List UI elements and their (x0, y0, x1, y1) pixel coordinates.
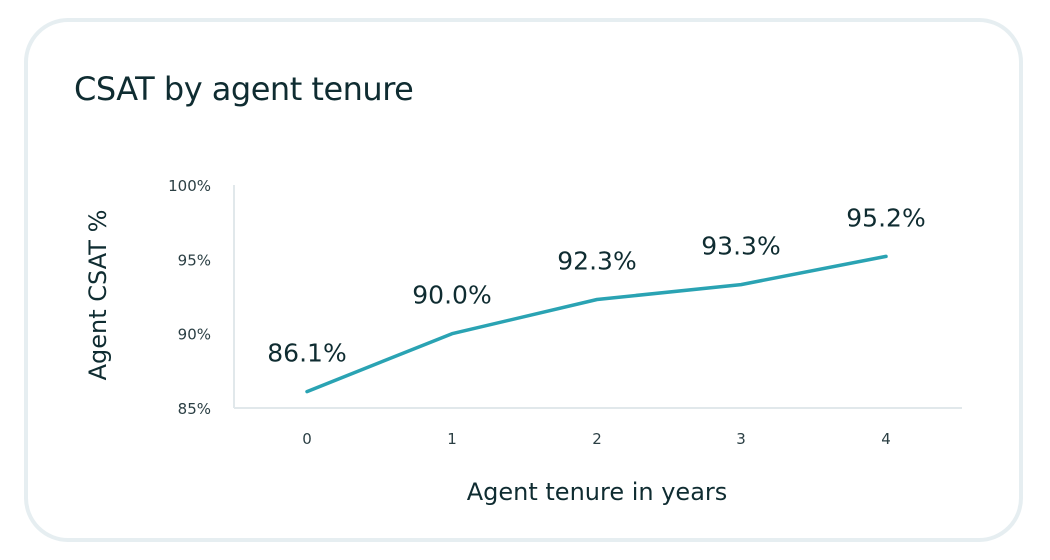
data-label: 95.2% (846, 203, 925, 232)
y-tick-label: 90% (178, 326, 211, 344)
y-axis-title: Agent CSAT % (84, 210, 112, 381)
x-tick-labels: 0 1 2 3 4 (302, 430, 891, 448)
x-axis-title: Agent tenure in years (467, 478, 728, 506)
data-label: 93.3% (701, 232, 780, 261)
x-tick-label: 3 (736, 430, 746, 448)
x-tick-label: 0 (302, 430, 312, 448)
y-tick-labels: 85% 90% 95% 100% (168, 177, 211, 418)
x-tick-label: 4 (881, 430, 891, 448)
data-label: 86.1% (267, 339, 346, 368)
chart-title: CSAT by agent tenure (74, 70, 414, 108)
y-tick-label: 85% (178, 400, 211, 418)
data-label: 90.0% (412, 281, 491, 310)
series-line (305, 254, 888, 394)
x-tick-label: 2 (592, 430, 602, 448)
chart-card (24, 18, 1023, 542)
y-tick-label: 100% (168, 177, 211, 195)
data-labels: 86.1% 90.0% 92.3% 93.3% 95.2% (267, 203, 925, 367)
y-tick-label: 95% (178, 251, 211, 269)
data-label: 92.3% (557, 246, 636, 275)
x-tick-label: 1 (447, 430, 457, 448)
